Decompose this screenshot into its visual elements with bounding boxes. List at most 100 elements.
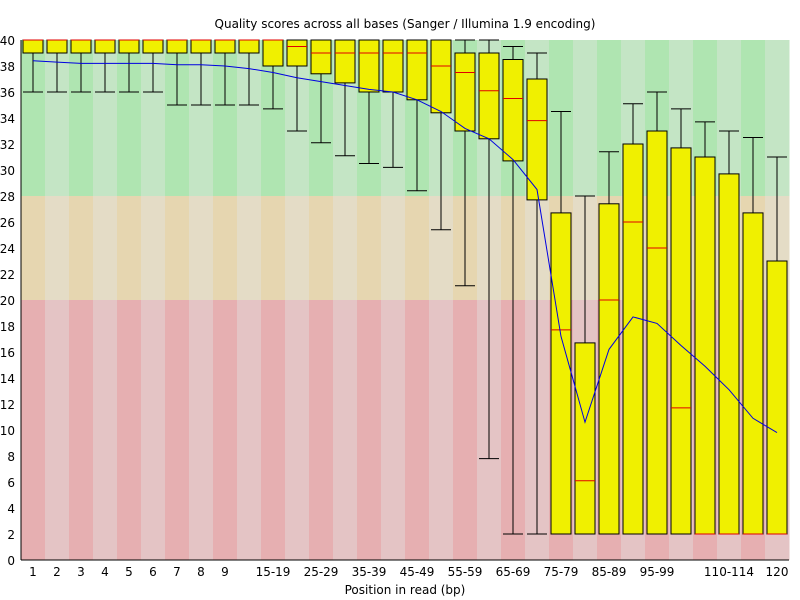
box-28 (670, 108, 692, 535)
zone-stripe (261, 196, 286, 300)
zone-stripe (189, 300, 214, 560)
zone-stripe (309, 196, 334, 300)
box-2 (46, 39, 68, 93)
box-25 (598, 151, 620, 535)
box-19 (454, 39, 476, 287)
x-tick-label: 9 (221, 565, 229, 579)
box-10 (238, 39, 260, 106)
box-3 (70, 39, 92, 93)
box-iqr (574, 342, 596, 535)
y-tick-label: 16 (0, 346, 15, 360)
x-tick-label: 2 (53, 565, 61, 579)
box-iqr (190, 39, 212, 54)
box-8 (190, 39, 212, 106)
box-iqr (766, 260, 788, 535)
y-tick-label: 10 (0, 424, 15, 438)
box-iqr (46, 39, 68, 54)
zone-stripe (381, 300, 406, 560)
zone-stripe (429, 300, 454, 560)
x-tick-label: 55-59 (448, 565, 483, 579)
x-tick-label: 120 (766, 565, 789, 579)
box-21 (502, 46, 524, 535)
box-iqr (22, 39, 44, 54)
box-30 (718, 130, 740, 535)
zone-stripe (237, 196, 262, 300)
box-12 (286, 39, 308, 132)
x-tick-label: 65-69 (496, 565, 531, 579)
box-iqr (694, 156, 716, 535)
y-tick-label: 32 (0, 138, 15, 152)
y-tick-label: 36 (0, 86, 15, 100)
box-iqr (742, 212, 764, 535)
box-iqr (94, 39, 116, 54)
x-tick-label: 3 (77, 565, 85, 579)
zone-stripe (117, 300, 142, 560)
box-17 (406, 39, 428, 192)
y-tick-label: 30 (0, 164, 15, 178)
x-tick-label: 45-49 (400, 565, 435, 579)
box-iqr (310, 39, 332, 75)
box-iqr (670, 147, 692, 535)
box-iqr (718, 173, 740, 535)
box-27 (646, 91, 668, 535)
zone-stripe (213, 196, 238, 300)
box-iqr (406, 39, 428, 101)
y-tick-label: 0 (7, 554, 15, 568)
x-tick-label: 4 (101, 565, 109, 579)
zone-stripe (45, 196, 70, 300)
zone-stripe (21, 300, 46, 560)
box-23 (550, 111, 572, 535)
box-iqr (214, 39, 236, 54)
box-9 (214, 39, 236, 106)
zone-stripe (333, 300, 358, 560)
box-iqr (646, 130, 668, 535)
x-tick-labels: 1 2 3 4 5 6 7 8 9 15-19 25-29 35-39 45-49 55-59 65-69 7… (29, 565, 788, 579)
box-iqr (118, 39, 140, 54)
y-tick-label: 38 (0, 60, 15, 74)
box-32 (766, 156, 788, 535)
zone-stripe (357, 300, 382, 560)
box-11 (262, 39, 284, 110)
zone-stripe (69, 300, 94, 560)
zone-stripe (93, 300, 118, 560)
y-tick-label: 28 (0, 190, 15, 204)
box-20 (478, 39, 500, 460)
box-iqr (166, 39, 188, 54)
y-tick-label: 18 (0, 320, 15, 334)
zone-stripe (309, 300, 334, 560)
zone-stripe (453, 300, 478, 560)
y-tick-label: 40 (0, 34, 15, 48)
box-iqr (70, 39, 92, 54)
box-iqr (358, 39, 380, 93)
box-iqr (454, 52, 476, 132)
zone-stripe (381, 196, 406, 300)
zone-stripe (69, 196, 94, 300)
box-iqr (478, 52, 500, 140)
x-axis-label: Position in read (bp) (345, 583, 466, 597)
zone-stripe (93, 196, 118, 300)
x-tick-label: 85-89 (592, 565, 627, 579)
zone-stripe (117, 196, 142, 300)
box-iqr (550, 212, 572, 535)
zone-stripe (237, 300, 262, 560)
zone-stripe (285, 300, 310, 560)
box-iqr (382, 39, 404, 93)
zone-stripe (189, 196, 214, 300)
zone-stripe (165, 196, 190, 300)
zone-stripe (405, 300, 430, 560)
x-tick-label: 7 (173, 565, 181, 579)
box-iqr (238, 39, 260, 54)
box-iqr (430, 39, 452, 114)
y-tick-label: 2 (7, 528, 15, 542)
mean-line (32, 60, 778, 434)
box-4 (94, 39, 116, 93)
box-iqr (262, 39, 284, 67)
zone-stripe (573, 40, 598, 196)
box-13 (310, 39, 332, 144)
zone-stripe (165, 300, 190, 560)
box-22 (526, 52, 548, 535)
boxes (22, 39, 788, 535)
box-iqr (598, 203, 620, 535)
box-29 (694, 121, 716, 535)
